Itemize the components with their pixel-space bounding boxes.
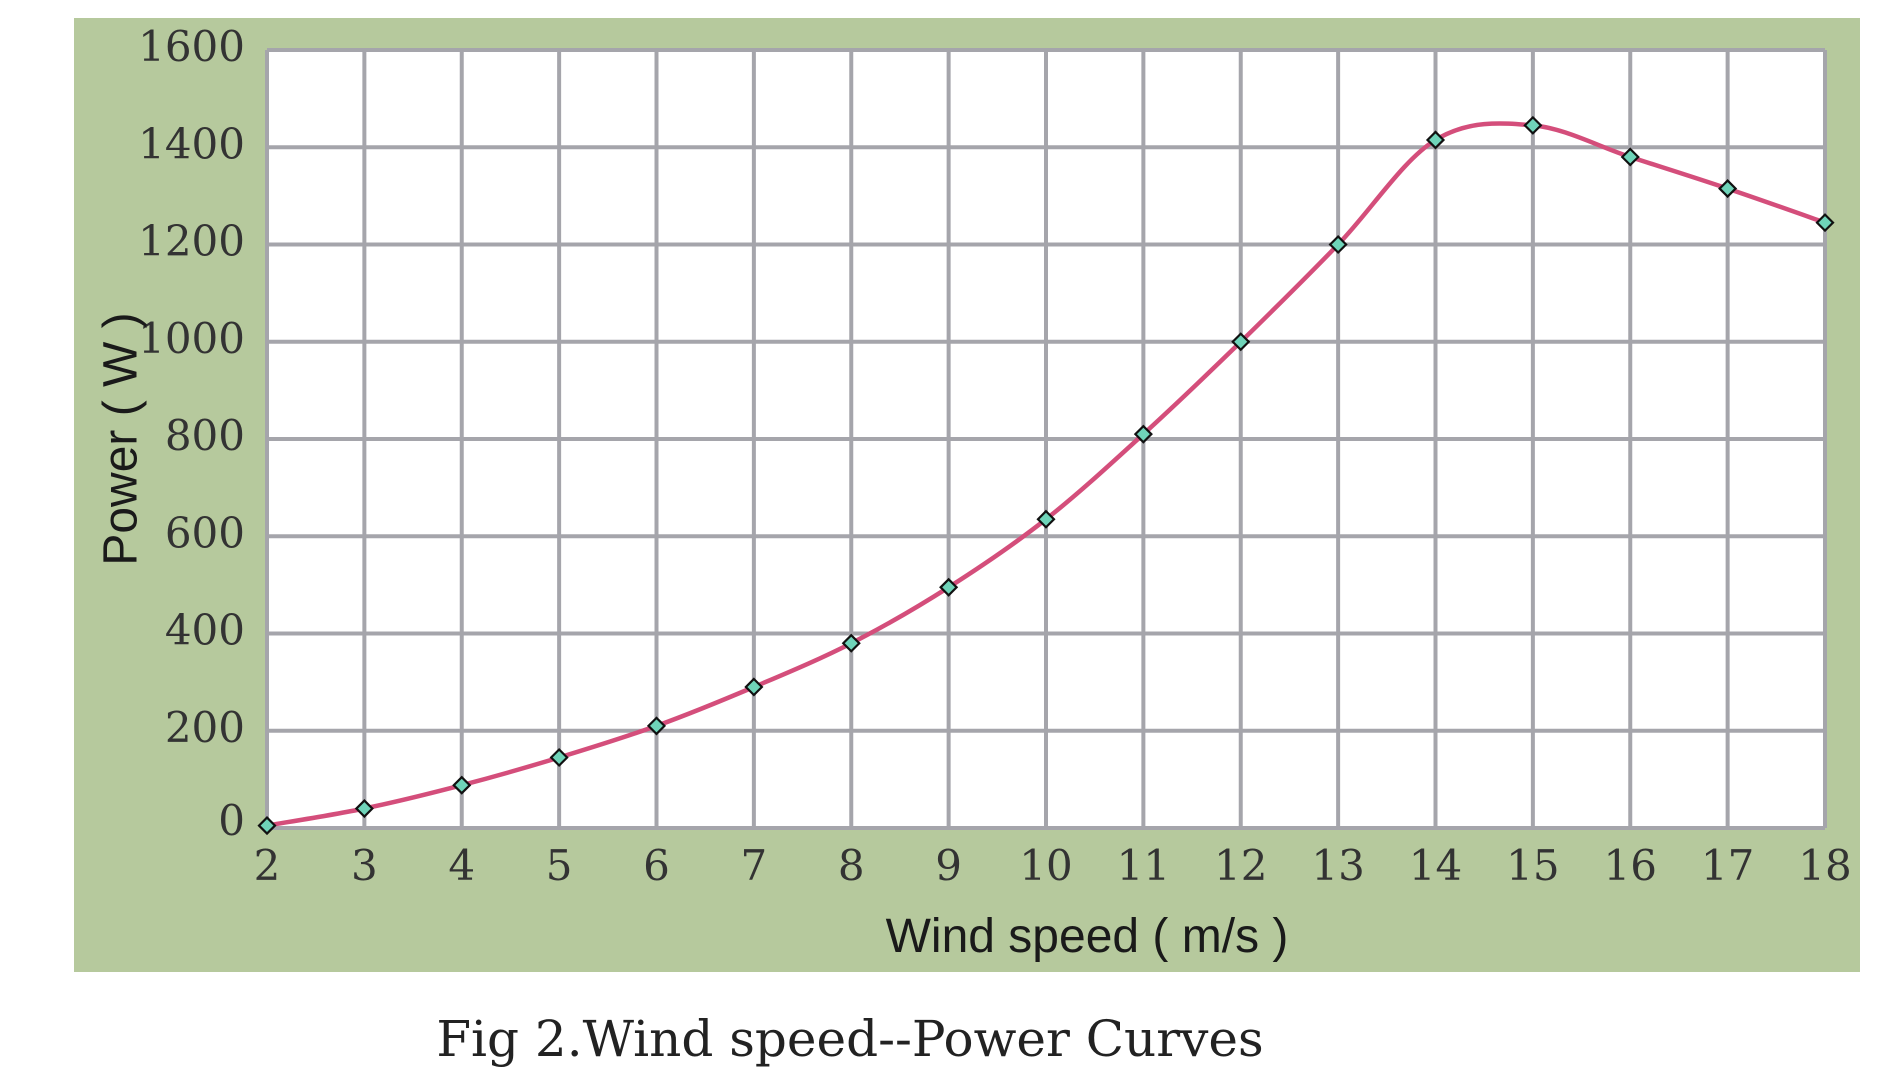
y-tick-label: 1600 — [138, 22, 245, 71]
x-tick-label: 16 — [1604, 841, 1657, 890]
data-point-marker — [257, 816, 277, 836]
x-tick-label: 10 — [1019, 841, 1072, 890]
y-tick-label: 800 — [165, 411, 245, 460]
y-axis-ticks: 0 200 400 600 800 1000 1200 1400 1600 — [138, 22, 245, 845]
y-axis-title: Power ( W ) — [95, 312, 148, 565]
data-point-marker — [646, 716, 667, 736]
data-point-marker — [744, 677, 764, 697]
x-tick-label: 14 — [1409, 841, 1462, 890]
x-tick-label: 5 — [546, 841, 573, 890]
data-point-marker — [1815, 213, 1835, 233]
y-tick-label: 200 — [165, 703, 245, 752]
x-tick-label: 12 — [1214, 841, 1267, 890]
x-tick-label: 13 — [1311, 841, 1364, 890]
data-point-marker — [1328, 234, 1348, 255]
x-tick-label: 2 — [254, 841, 281, 890]
x-tick-label: 9 — [935, 841, 962, 890]
data-point-marker — [1620, 147, 1640, 167]
y-tick-label: 1400 — [138, 119, 245, 168]
x-axis-title: Wind speed ( m/s ) — [886, 910, 1289, 963]
grid-lines — [265, 48, 1827, 830]
data-point-marker — [1231, 332, 1251, 352]
y-tick-label: 400 — [165, 606, 245, 655]
data-point-marker — [549, 747, 569, 768]
x-tick-label: 3 — [351, 841, 378, 890]
data-point-marker — [354, 798, 374, 819]
y-tick-label: 0 — [218, 796, 245, 845]
data-point-marker — [1523, 115, 1543, 135]
x-tick-label: 6 — [643, 841, 670, 890]
x-tick-label: 7 — [741, 841, 768, 890]
x-tick-label: 4 — [448, 841, 475, 890]
power-curve-line — [264, 121, 1828, 828]
x-axis-ticks: 2 3 4 5 6 7 8 9 10 11 12 13 14 15 16 17 18 — [254, 841, 1852, 890]
y-tick-label: 1200 — [138, 217, 245, 266]
y-tick-label: 600 — [165, 508, 245, 557]
data-point-marker — [1036, 509, 1056, 529]
data-point-marker — [841, 633, 861, 653]
x-tick-label: 18 — [1798, 841, 1851, 890]
data-point-marker — [1718, 179, 1738, 199]
data-point-marker — [939, 577, 959, 597]
x-tick-label: 11 — [1117, 841, 1170, 890]
data-markers — [257, 115, 1835, 836]
y-tick-label: 1000 — [138, 314, 245, 363]
figure-caption: Fig 2.Wind speed--Power Curves — [436, 1010, 1263, 1068]
x-tick-label: 15 — [1506, 841, 1559, 890]
data-point-marker — [452, 775, 472, 795]
x-tick-label: 17 — [1701, 841, 1754, 890]
data-point-marker — [1425, 130, 1446, 150]
x-tick-label: 8 — [838, 841, 865, 890]
data-point-marker — [1133, 424, 1153, 444]
